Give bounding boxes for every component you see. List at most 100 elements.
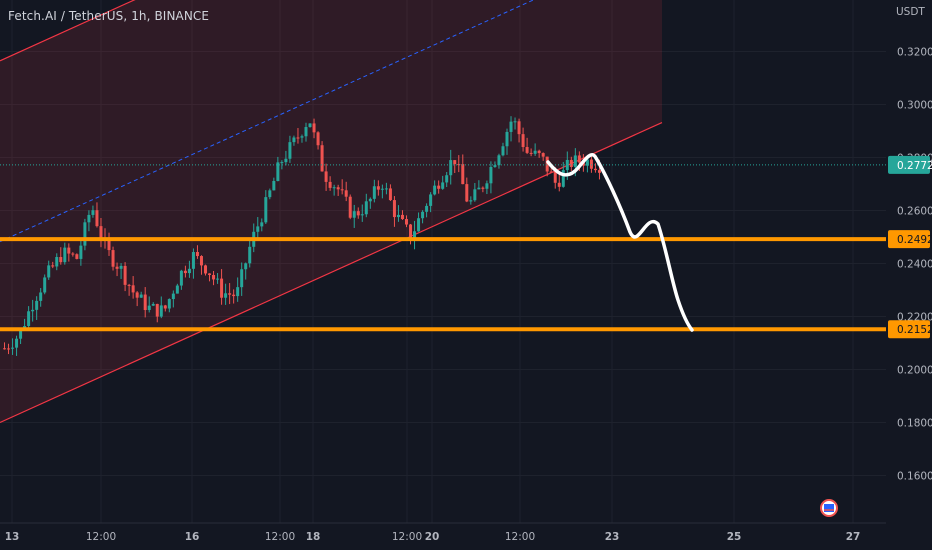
svg-text:0.2152: 0.2152 — [897, 324, 932, 336]
candle-body — [312, 123, 316, 133]
candle-body — [308, 123, 312, 128]
candle-body — [244, 263, 248, 270]
candle-body — [87, 214, 91, 223]
candle-body — [260, 222, 264, 227]
candle-body — [364, 201, 368, 215]
candle-body — [332, 187, 336, 189]
candle-body — [409, 224, 413, 241]
event-flag-icon[interactable] — [820, 499, 838, 517]
candle-body — [477, 187, 481, 190]
candle-body — [433, 185, 437, 195]
candle-body — [59, 257, 63, 263]
candle-body — [380, 188, 384, 190]
candle-body — [143, 294, 147, 311]
channel-upper-line[interactable] — [0, 0, 662, 62]
candle-body — [127, 284, 131, 286]
candle-body — [501, 146, 505, 156]
y-tick-label: 0.3000 — [897, 100, 932, 112]
y-tick-label: 0.2600 — [897, 206, 932, 218]
candle-body — [340, 189, 344, 191]
candle-body — [352, 211, 356, 218]
candle-body — [51, 265, 55, 267]
candle-body — [585, 159, 589, 166]
candle-body — [517, 121, 521, 135]
channel-mid-line — [0, 0, 535, 243]
candle-body — [19, 328, 23, 339]
candle-body — [469, 200, 473, 202]
channel-lower-line[interactable] — [0, 121, 663, 424]
candle-body — [461, 164, 465, 185]
candle-body — [425, 205, 429, 212]
candle-body — [316, 132, 320, 146]
candle-body — [276, 162, 280, 181]
candle-body — [220, 278, 224, 298]
price-badges: 0.2772 0.2492 0.2152 — [888, 155, 932, 339]
candle-body — [473, 189, 477, 201]
candle-body — [437, 185, 441, 189]
candle-body — [232, 294, 236, 297]
candle-body — [163, 305, 167, 309]
candle-body — [47, 265, 51, 278]
candle-body — [485, 183, 489, 189]
horizontal-levels — [0, 237, 886, 332]
candle-body — [348, 196, 352, 218]
candle-body — [115, 266, 119, 269]
candle-body — [577, 155, 581, 163]
candle-body — [224, 293, 228, 298]
projected-path[interactable] — [546, 153, 694, 332]
x-tick-label: 12:00 — [392, 531, 422, 543]
projection-path — [546, 153, 694, 332]
candle-body — [421, 211, 425, 219]
candle-body — [320, 145, 324, 172]
candle-body — [505, 131, 509, 147]
candle-body — [135, 292, 139, 298]
x-tick-label: 12:00 — [265, 531, 295, 543]
x-axis: 13 12:00 16 12:00 18 12:00 20 12:00 23 25 27 — [0, 499, 886, 543]
x-tick-label: 12:00 — [505, 531, 535, 543]
candle-body — [497, 155, 501, 166]
candle-body — [525, 147, 529, 153]
candle-body — [3, 348, 6, 350]
grid — [0, 0, 886, 523]
candle-body — [384, 188, 388, 190]
candle-body — [147, 305, 151, 311]
candles — [0, 116, 886, 356]
current-price-badge: 0.2772 — [888, 155, 932, 174]
candle-body — [376, 186, 380, 190]
candle-body — [75, 254, 79, 259]
candle-body — [445, 175, 449, 183]
candle-body — [400, 214, 404, 220]
candle-body — [67, 247, 71, 254]
candle-body — [372, 186, 376, 199]
candle-body — [79, 245, 83, 259]
candle-body — [240, 269, 244, 288]
candle-body — [264, 197, 268, 223]
candle-body — [167, 299, 171, 309]
candle-body — [248, 246, 252, 264]
candle-body — [493, 165, 497, 167]
candle-body — [489, 166, 493, 184]
candle-body — [27, 311, 31, 326]
y-tick-label: 0.2400 — [897, 259, 932, 271]
candle-body — [71, 253, 75, 255]
channel-fill — [0, 0, 662, 423]
candle-body — [300, 136, 304, 138]
candle-body — [179, 270, 183, 286]
candle-body — [509, 121, 513, 132]
candle-body — [31, 309, 35, 312]
candle-body — [541, 153, 545, 157]
candle-body — [481, 187, 485, 189]
candle-body — [296, 137, 300, 139]
level-lower-badge: 0.2152 — [888, 320, 932, 339]
svg-text:0.2772: 0.2772 — [897, 160, 932, 172]
candle-body — [151, 303, 155, 306]
candle-body — [561, 170, 565, 187]
candle-body — [183, 270, 187, 274]
candle-body — [453, 160, 457, 165]
candle-body — [324, 171, 328, 182]
candle-body — [553, 171, 557, 183]
candle-body — [236, 287, 240, 297]
candle-body — [392, 200, 396, 218]
